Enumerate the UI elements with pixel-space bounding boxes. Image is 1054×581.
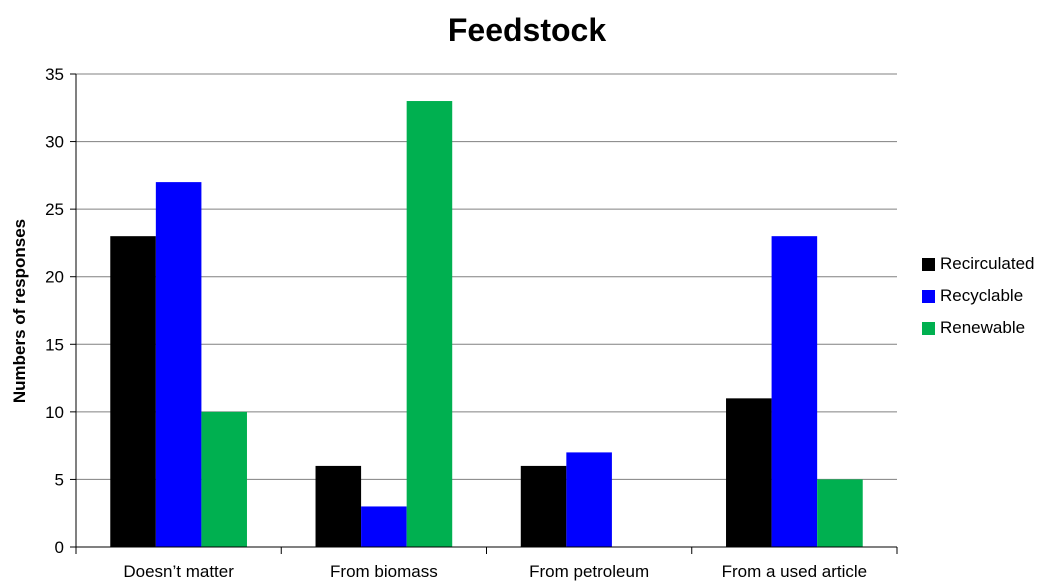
- x-tick-label: From biomass: [330, 562, 438, 581]
- y-tick-label: 30: [45, 133, 64, 152]
- y-tick-label: 20: [45, 268, 64, 287]
- legend-swatch-recyclable: [922, 289, 935, 303]
- bar-renewable-1: [406, 101, 453, 548]
- y-tick-label: 15: [45, 335, 64, 354]
- y-tick-labels: 0 5 10 15 20 25 30 35: [45, 65, 64, 557]
- y-tick-label: 5: [55, 470, 64, 489]
- bar-recyclable-3: [771, 236, 818, 547]
- bar-recyclable-1: [361, 506, 407, 547]
- legend-label-renewable: Renewable: [940, 318, 1026, 337]
- x-tick-label: From a used article: [722, 562, 868, 581]
- y-tick-label: 25: [45, 200, 64, 219]
- bar-recyclable-0: [155, 182, 202, 547]
- bar-recirculated-2: [520, 465, 567, 547]
- y-tick-label: 35: [45, 65, 64, 84]
- y-tick-label: 0: [55, 538, 64, 557]
- bar-recyclable-2: [566, 452, 612, 547]
- x-tick-label: From petroleum: [529, 562, 649, 581]
- bar-recirculated-0: [110, 236, 156, 547]
- legend: Recirculated Recyclable Renewable: [922, 248, 1035, 344]
- legend-item-recirculated: Recirculated: [922, 248, 1035, 280]
- axes: [70, 73, 898, 554]
- legend-item-recyclable: Recyclable: [922, 280, 1035, 312]
- y-tick-label: 10: [45, 403, 64, 422]
- bars: [110, 101, 863, 548]
- legend-item-renewable: Renewable: [922, 312, 1035, 344]
- y-axis-label: Numbers of responses: [10, 218, 29, 404]
- x-tick-label: Doesn’t matter: [123, 562, 234, 581]
- legend-label-recyclable: Recyclable: [940, 286, 1024, 305]
- bar-renewable-3: [817, 479, 863, 547]
- legend-swatch-renewable: [922, 321, 935, 335]
- x-tick-labels: Doesn’t matter From biomass From petroleum…: [123, 562, 867, 581]
- bar-recirculated-1: [315, 465, 362, 547]
- legend-label-recirculated: Recirculated: [940, 254, 1035, 273]
- legend-swatch-recirculated: [922, 257, 935, 271]
- chart-title: Feedstock: [447, 12, 607, 48]
- bar-renewable-0: [201, 411, 247, 547]
- bar-recirculated-3: [726, 398, 772, 547]
